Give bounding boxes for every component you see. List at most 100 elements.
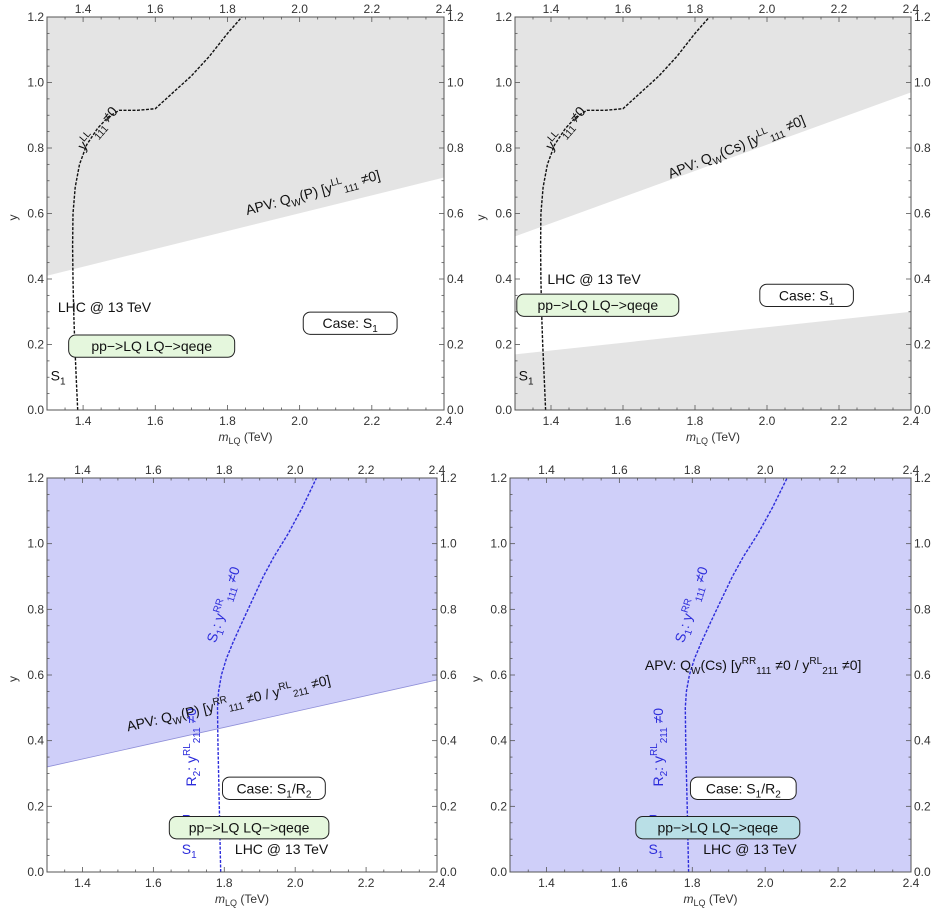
x-tick-label: 2.0 bbox=[757, 876, 774, 890]
excluded-region bbox=[515, 17, 911, 237]
text-part: (P) [y bbox=[179, 699, 215, 722]
x-tick-label-top: 1.8 bbox=[684, 463, 701, 477]
annotation-box bbox=[222, 776, 326, 800]
y-tick-label: 1.0 bbox=[490, 537, 507, 551]
text-part: R bbox=[650, 776, 666, 786]
exclusion-curve bbox=[71, 16, 243, 411]
x-tick-label: 1.8 bbox=[216, 876, 233, 890]
text-part: W bbox=[172, 715, 184, 728]
text-part: 111 bbox=[694, 585, 709, 603]
text-part: (Cs) [y bbox=[701, 657, 742, 673]
x-tick-label-top: 1.8 bbox=[216, 463, 233, 477]
annotation-text: S1​ bbox=[519, 368, 534, 388]
text-part: 1 bbox=[60, 377, 66, 388]
annotation-box bbox=[689, 776, 797, 800]
annotation-text: LHC @ 13 TeV bbox=[58, 299, 152, 315]
text-part: LHC @ 13 TeV bbox=[703, 841, 797, 857]
y-tick-label-right: 0.2 bbox=[447, 338, 464, 352]
y-tick-label: 0.4 bbox=[27, 272, 44, 286]
exclusion-curve bbox=[216, 477, 318, 873]
y-tick-label-right: 0.6 bbox=[440, 668, 457, 682]
text-part: 111 bbox=[343, 181, 361, 196]
y-tick-label-right: 0.4 bbox=[914, 734, 931, 748]
x-axis-label-subscript: LQ bbox=[696, 436, 708, 446]
text-part: 211 bbox=[192, 727, 203, 743]
x-tick-label: 2.0 bbox=[759, 414, 776, 428]
x-axis-label-symbol: m bbox=[215, 892, 225, 906]
y-tick-label: 0.2 bbox=[27, 799, 44, 813]
y-tick-label: 0.8 bbox=[27, 141, 44, 155]
x-tick-label: 2.4 bbox=[903, 876, 920, 890]
y-tick-label-right: 0.0 bbox=[914, 403, 931, 417]
y-tick-label-right: 0.2 bbox=[914, 338, 931, 352]
text-part: W bbox=[691, 666, 701, 677]
x-axis-label-symbol: m bbox=[683, 892, 693, 906]
text-part: RL bbox=[649, 743, 660, 756]
y-axis-label: y bbox=[6, 676, 20, 682]
x-tick-label: 1.6 bbox=[147, 414, 164, 428]
y-tick-label-right: 0.6 bbox=[914, 668, 931, 682]
text-part: Case: S bbox=[322, 315, 372, 331]
y-tick-label: 0.8 bbox=[490, 602, 507, 616]
y-tick-label-right: 0.4 bbox=[914, 272, 931, 286]
x-tick-label-top: 1.8 bbox=[687, 2, 704, 16]
text-part: 211 bbox=[292, 686, 310, 700]
annotation-box-label: pp−>LQ LQ−>qeqe bbox=[657, 820, 778, 836]
y-tick-label: 1.2 bbox=[27, 10, 44, 24]
text-part: ≠0] bbox=[355, 167, 382, 188]
annotation-box bbox=[516, 293, 680, 317]
annotation-box-label: pp−>LQ LQ−>qeqe bbox=[189, 820, 310, 836]
text-part: W bbox=[712, 154, 725, 168]
x-tick-label-top: 1.4 bbox=[538, 463, 555, 477]
text-part: 1 bbox=[658, 850, 664, 861]
x-tick-label-top: 1.4 bbox=[74, 463, 91, 477]
x-tick-label: 1.8 bbox=[219, 414, 236, 428]
y-tick-label: 0.4 bbox=[490, 734, 507, 748]
exclusion-curve bbox=[684, 477, 788, 873]
x-tick-label: 1.6 bbox=[145, 876, 162, 890]
x-tick-label-top: 2.4 bbox=[436, 2, 453, 16]
x-tick-label-top: 2.0 bbox=[757, 463, 774, 477]
y-tick-label-right: 1.2 bbox=[440, 471, 457, 485]
text-part: Case: S bbox=[706, 780, 756, 796]
x-tick-label: 1.4 bbox=[538, 876, 555, 890]
text-part: ≠0 / y bbox=[771, 657, 809, 673]
x-tick-label-top: 1.6 bbox=[147, 2, 164, 16]
x-tick-label-top: 1.4 bbox=[75, 2, 92, 16]
x-tick-label-top: 2.0 bbox=[287, 463, 304, 477]
text-part: RR bbox=[212, 597, 227, 614]
annotation-text: S1​ bbox=[182, 841, 197, 861]
text-part: 1 bbox=[286, 789, 292, 800]
excluded-region bbox=[515, 311, 911, 410]
text-part: ≠0 bbox=[222, 564, 243, 588]
y-tick-label-right: 0.2 bbox=[440, 799, 457, 813]
x-tick-label: 1.8 bbox=[687, 414, 704, 428]
y-tick-label: 0.2 bbox=[490, 799, 507, 813]
text-part: S bbox=[182, 841, 191, 857]
text-part: LL bbox=[755, 125, 770, 140]
text-part: RR bbox=[680, 597, 695, 614]
text-part: 2 bbox=[659, 770, 670, 776]
x-axis-label-subscript: LQ bbox=[693, 898, 705, 908]
x-tick-label-top: 1.6 bbox=[145, 463, 162, 477]
y-axis-label: y bbox=[474, 215, 488, 221]
y-tick-label-right: 0.8 bbox=[447, 141, 464, 155]
annotation-box-label: Case: S1​ bbox=[779, 287, 835, 307]
y-tick-label: 1.2 bbox=[27, 471, 44, 485]
annotation-box bbox=[302, 311, 398, 335]
x-tick-label-top: 1.4 bbox=[543, 2, 560, 16]
plot-background bbox=[510, 478, 911, 872]
text-part: /R bbox=[761, 780, 775, 796]
y-tick-label: 0.2 bbox=[495, 338, 512, 352]
text-part: pp−>LQ LQ−>qeqe bbox=[537, 297, 658, 313]
text-part: ≠0 bbox=[183, 708, 199, 728]
text-part: S bbox=[519, 368, 528, 384]
text-part: 1 bbox=[528, 377, 534, 388]
annotation-box-label: pp−>LQ LQ−>qeqe bbox=[91, 338, 212, 354]
text-part: 2 bbox=[192, 770, 203, 776]
x-tick-label-top: 2.2 bbox=[358, 463, 375, 477]
x-axis-label-unit: (TeV) bbox=[241, 430, 273, 444]
text-part: 111 bbox=[756, 666, 772, 677]
